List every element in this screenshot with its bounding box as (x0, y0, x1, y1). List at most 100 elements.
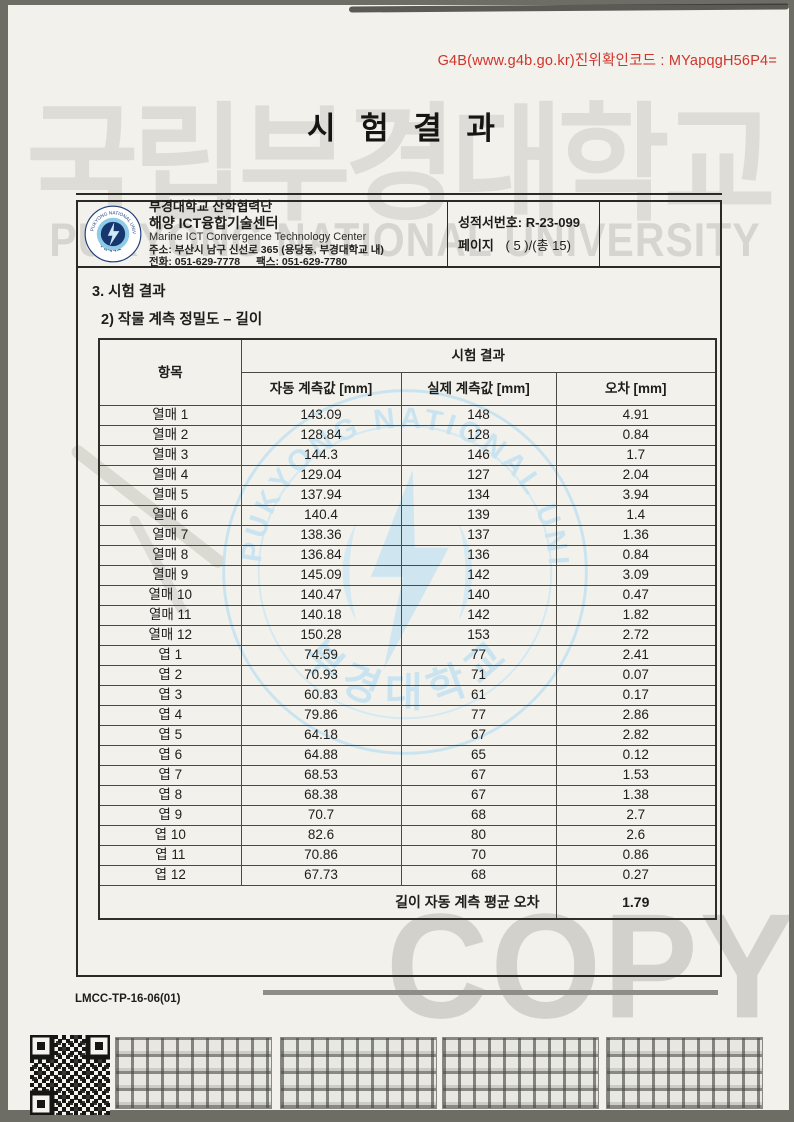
item-cell: 엽 8 (98, 784, 242, 806)
error-cell: 2.86 (555, 704, 717, 726)
footer-divider-line (263, 990, 718, 995)
item-cell: 엽 1 (98, 644, 242, 666)
actual-value-cell: 146 (400, 444, 557, 466)
error-cell: 2.04 (555, 464, 717, 486)
column-header-item: 항목 (98, 338, 242, 406)
actual-value-cell: 68 (400, 804, 557, 826)
actual-value-cell: 148 (400, 404, 557, 426)
error-cell: 1.53 (555, 764, 717, 786)
error-cell: 0.27 (555, 864, 717, 886)
auto-value-cell: 140.18 (240, 604, 402, 626)
item-cell: 엽 9 (98, 804, 242, 826)
table-row: 엽 1 74.59 77 2.41 (98, 644, 717, 666)
auto-value-cell: 79.86 (240, 704, 402, 726)
auto-value-cell: 129.04 (240, 464, 402, 486)
org-fax: 팩스: 051-629-7780 (256, 256, 348, 269)
item-cell: 엽 10 (98, 824, 242, 846)
scanned-page: 국립부경대학교 PUKYONG NATIONAL UNIVERSITY COPY… (8, 3, 794, 1115)
barcode-strip (442, 1037, 599, 1109)
error-cell: 2.41 (555, 644, 717, 666)
actual-value-cell: 70 (400, 844, 557, 866)
table-row: 열매 9 145.09 142 3.09 (98, 564, 717, 586)
actual-value-cell: 142 (400, 604, 557, 626)
auto-value-cell: 60.83 (240, 684, 402, 706)
auto-value-cell: 144.3 (240, 444, 402, 466)
actual-value-cell: 137 (400, 524, 557, 546)
item-cell: 열매 3 (98, 444, 242, 466)
auto-value-cell: 70.86 (240, 844, 402, 866)
table-row: 열매 5 137.94 134 3.94 (98, 484, 717, 506)
group-header-test-result: 시험 결과 (240, 338, 717, 373)
error-cell: 1.4 (555, 504, 717, 526)
auto-value-cell: 67.73 (240, 864, 402, 886)
table-row: 엽 12 67.73 68 0.27 (98, 864, 717, 886)
auto-value-cell: 136.84 (240, 544, 402, 566)
section-subheading: 2) 작물 계측 정밀도 – 길이 (101, 312, 263, 328)
table-row: 열매 6 140.4 139 1.4 (98, 504, 717, 526)
auto-value-cell: 140.47 (240, 584, 402, 606)
table-row: 엽 7 68.53 67 1.53 (98, 764, 717, 786)
auto-value-cell: 138.36 (240, 524, 402, 546)
barcode-strip (280, 1037, 437, 1109)
error-cell: 0.12 (555, 744, 717, 766)
table-group-header-row: 항목 시험 결과 (98, 338, 717, 406)
error-cell: 0.17 (555, 684, 717, 706)
item-cell: 엽 7 (98, 764, 242, 786)
table-row: 열매 1 143.09 148 4.91 (98, 404, 717, 426)
org-contact: 전화: 051-629-7778 팩스: 051-629-7780 (149, 256, 384, 268)
actual-value-cell: 67 (400, 724, 557, 746)
error-cell: 3.94 (555, 484, 717, 506)
table-row: 열매 8 136.84 136 0.84 (98, 544, 717, 566)
table-row: 열매 4 129.04 127 2.04 (98, 464, 717, 486)
item-cell: 열매 9 (98, 564, 242, 586)
error-cell: 2.82 (555, 724, 717, 746)
column-header-error: 오차 [mm] (555, 371, 717, 406)
error-cell: 2.6 (555, 824, 717, 846)
item-cell: 엽 6 (98, 744, 242, 766)
actual-value-cell: 140 (400, 584, 557, 606)
table-row: 엽 8 68.38 67 1.38 (98, 784, 717, 806)
error-cell: 0.47 (555, 584, 717, 606)
qr-code (30, 1035, 110, 1115)
auto-value-cell: 145.09 (240, 564, 402, 586)
org-address: 주소: 부산시 남구 신선로 365 (용당동, 부경대학교 내) (149, 244, 384, 257)
item-cell: 열매 2 (98, 424, 242, 446)
table-row: 엽 10 82.6 80 2.6 (98, 824, 717, 846)
auto-value-cell: 128.84 (240, 424, 402, 446)
table-row: 열매 12 150.28 153 2.72 (98, 624, 717, 646)
table-row: 엽 4 79.86 77 2.86 (98, 704, 717, 726)
report-meta-cell: 성적서번호: R-23-099 페이지 ( 5 )/(총 15) (448, 202, 600, 266)
table-row: 엽 11 70.86 70 0.86 (98, 844, 717, 866)
item-cell: 열매 5 (98, 484, 242, 506)
actual-value-cell: 142 (400, 564, 557, 586)
letterhead-spacer-cell (600, 202, 720, 266)
report-number-value: R-23-099 (525, 215, 580, 230)
page-number-line: 페이지 ( 5 )/(총 15) (458, 235, 591, 254)
table-row: 열매 11 140.18 142 1.82 (98, 604, 717, 626)
auto-value-cell: 70.93 (240, 664, 402, 686)
org-name-line1: 부경대학교 산학협력단 (149, 199, 273, 215)
auto-value-cell: 70.7 (240, 804, 402, 826)
auto-value-cell: 137.94 (240, 484, 402, 506)
auto-value-cell: 68.38 (240, 784, 402, 806)
item-cell: 엽 11 (98, 844, 242, 866)
auto-value-cell: 150.28 (240, 624, 402, 646)
table-row: 엽 9 70.7 68 2.7 (98, 804, 717, 826)
error-cell: 0.84 (555, 544, 717, 566)
auto-value-cell: 82.6 (240, 824, 402, 846)
table-row: 열매 3 144.3 146 1.7 (98, 444, 717, 466)
error-cell: 0.07 (555, 664, 717, 686)
item-cell: 엽 4 (98, 704, 242, 726)
auto-value-cell: 74.59 (240, 644, 402, 666)
auto-value-cell: 68.53 (240, 764, 402, 786)
summary-label: 길이 자동 계측 평균 오차 (99, 884, 557, 920)
auto-value-cell: 64.18 (240, 724, 402, 746)
table-row: 엽 3 60.83 61 0.17 (98, 684, 717, 706)
actual-value-cell: 80 (400, 824, 557, 846)
actual-value-cell: 127 (400, 464, 557, 486)
actual-value-cell: 67 (400, 764, 557, 786)
actual-value-cell: 77 (400, 704, 557, 726)
verification-code: G4B(www.g4b.go.kr)진위확인코드 : MYapqgH56P4= (437, 53, 777, 69)
table-body: 열매 1 143.09 148 4.91 열매 2 128.84 128 0.84 열매 3 14… (98, 404, 717, 886)
